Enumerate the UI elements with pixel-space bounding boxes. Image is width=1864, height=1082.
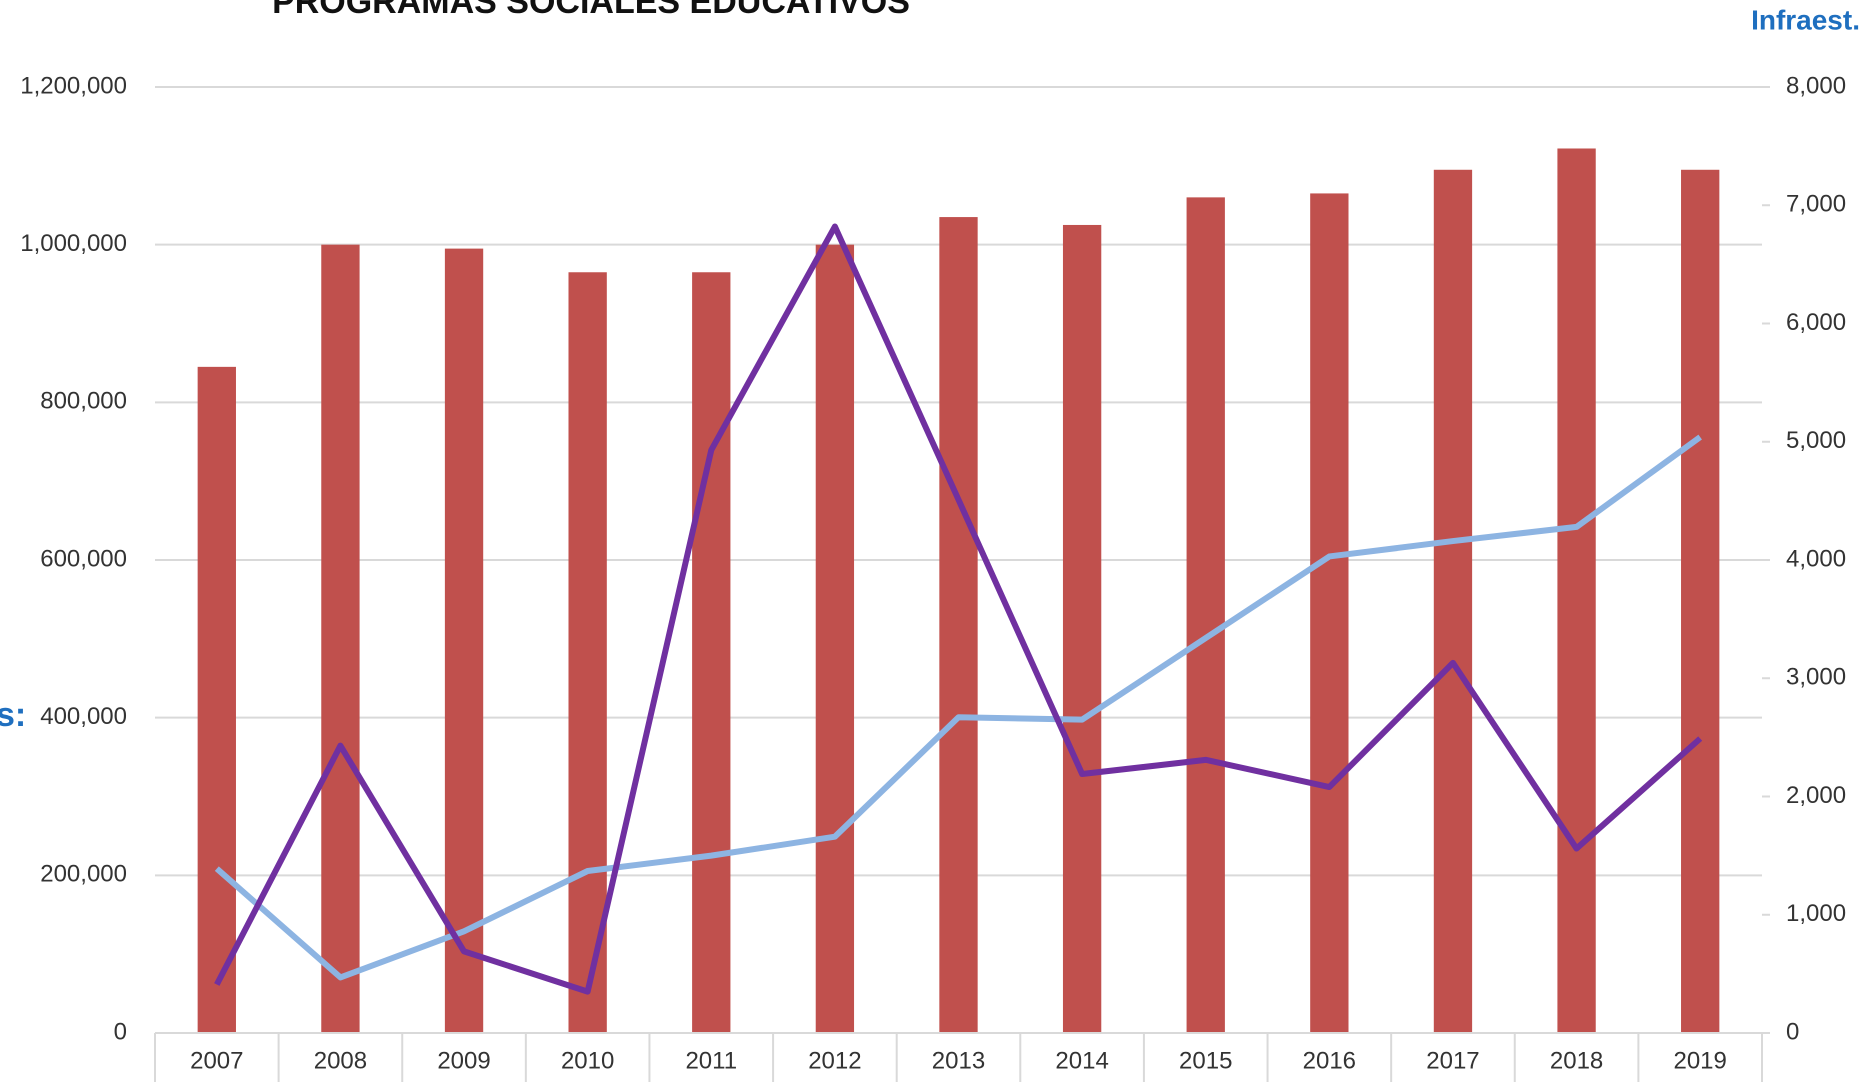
y2-tick-label: 2,000 — [1786, 782, 1846, 809]
bar — [568, 272, 607, 1034]
y-tick-label: 600,000 — [40, 545, 127, 572]
bar — [444, 248, 484, 1033]
bar — [1310, 193, 1349, 1034]
bar — [197, 366, 236, 1033]
y2-tick-label: 4,000 — [1786, 545, 1846, 572]
y-tick-label: 0 — [114, 1018, 127, 1045]
annotation: s: — [0, 696, 26, 734]
bar — [1186, 197, 1225, 1033]
y2-tick-label: 0 — [1786, 1018, 1799, 1045]
x-tick-label: 2016 — [1303, 1047, 1356, 1074]
y2-tick-label: 8,000 — [1786, 72, 1846, 99]
x-tick-label: 2013 — [932, 1047, 985, 1074]
y2-tick-label: 7,000 — [1786, 191, 1846, 218]
y2-tick-label: 5,000 — [1786, 427, 1846, 454]
bar — [815, 244, 855, 1033]
x-tick-label: 2014 — [1055, 1047, 1108, 1074]
x-tick-label: 2015 — [1179, 1047, 1232, 1074]
y-tick-label: 1,200,000 — [20, 72, 127, 99]
y-tick-label: 200,000 — [40, 861, 127, 888]
x-tick-label: 2011 — [685, 1047, 737, 1074]
x-tick-label: 2012 — [808, 1047, 861, 1074]
bar — [939, 217, 978, 1033]
x-tick-label: 2009 — [437, 1047, 490, 1074]
bar — [1433, 169, 1473, 1033]
x-tick-label: 2008 — [314, 1047, 367, 1074]
bar — [1681, 169, 1720, 1033]
line — [214, 223, 1703, 995]
chart-title: PROGRAMAS SOCIALES EDUCATIVOS — [272, 0, 910, 21]
y-tick-label: 1,000,000 — [20, 230, 127, 257]
y-tick-label: 400,000 — [40, 703, 127, 730]
bar — [1062, 224, 1102, 1034]
annotation: Infraest. — [1751, 4, 1860, 35]
x-tick-label: 2007 — [190, 1047, 243, 1074]
x-tick-label: 2019 — [1673, 1047, 1726, 1074]
bar — [1557, 148, 1596, 1034]
bar — [321, 244, 360, 1033]
x-tick-label: 2010 — [561, 1047, 614, 1074]
y2-tick-label: 6,000 — [1786, 309, 1846, 336]
x-tick-label: 2018 — [1550, 1047, 1603, 1074]
y-tick-label: 800,000 — [40, 388, 127, 415]
y2-tick-label: 1,000 — [1786, 900, 1846, 927]
bar — [692, 272, 731, 1034]
line — [214, 434, 1702, 981]
x-tick-label: 2017 — [1426, 1047, 1479, 1074]
y2-tick-label: 3,000 — [1786, 664, 1846, 691]
